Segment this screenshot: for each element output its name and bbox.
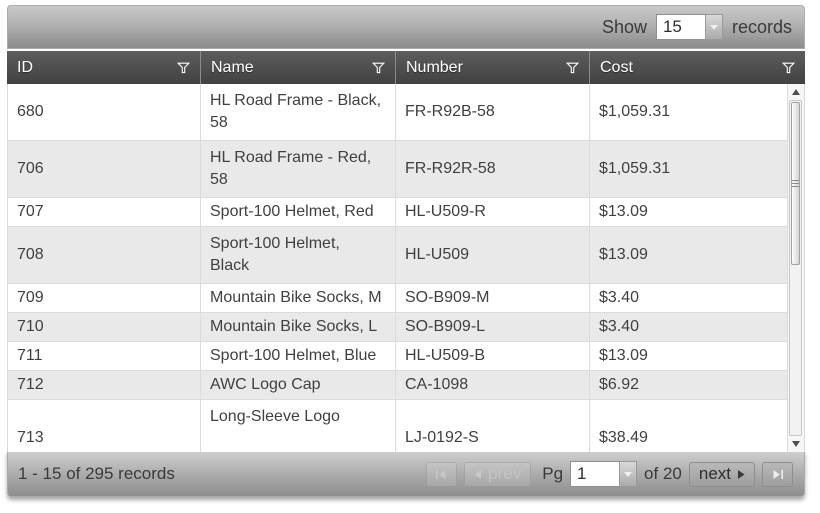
column-header-id[interactable]: ID: [7, 51, 200, 84]
cell-name: HL Road Frame - Black, 58: [200, 84, 395, 140]
cell-name: AWC Logo Cap: [200, 371, 395, 399]
cell-number: SO-B909-L: [395, 313, 589, 341]
cell-id: 707: [17, 203, 44, 220]
table-row[interactable]: 711 Sport-100 Helmet, Blue HL-U509-B $13…: [8, 342, 787, 371]
cell-cost: $13.09: [589, 198, 787, 226]
next-button-label: next: [698, 464, 731, 483]
cell-number: HL-U509-B: [395, 342, 589, 370]
table-row[interactable]: 706 HL Road Frame - Red, 58 FR-R92R-58 $…: [8, 141, 787, 198]
chevron-down-icon: [709, 24, 718, 30]
grid-toolbar: Show records: [7, 5, 805, 49]
prev-page-button[interactable]: prev: [464, 461, 532, 487]
table-row[interactable]: 712 AWC Logo Cap CA-1098 $6.92: [8, 371, 787, 400]
page-label: Pg: [542, 464, 564, 483]
cell-id: 708: [17, 246, 44, 263]
chevron-down-icon: [624, 471, 633, 477]
cell-id: 712: [17, 376, 44, 393]
records-label: records: [731, 16, 792, 37]
cell-name: Sport-100 Helmet, Blue: [200, 342, 395, 370]
cell-number: FR-R92R-58: [395, 141, 589, 197]
next-page-button[interactable]: next: [688, 461, 755, 487]
cell-id: 713: [17, 428, 44, 446]
table-row[interactable]: 708 Sport-100 Helmet, Black HL-U509 $13.…: [8, 227, 787, 284]
data-grid: Show records ID Name Number: [7, 5, 805, 497]
pagination-controls: prev Pg of 20 next: [426, 461, 793, 487]
cell-name: Mountain Bike Socks, L: [200, 313, 395, 341]
cell-name: Long-Sleeve Logo: [200, 400, 395, 452]
show-label: Show: [601, 16, 647, 37]
cell-number: LJ-0192-S: [395, 400, 589, 452]
column-header-label: ID: [17, 58, 33, 76]
cell-cost: $38.49: [589, 400, 787, 452]
page-number-input[interactable]: [570, 461, 620, 487]
cell-id: 711: [17, 347, 43, 364]
table-rows: 680 HL Road Frame - Black, 58 FR-R92B-58…: [8, 84, 788, 452]
filter-icon[interactable]: [372, 62, 385, 74]
prev-page-icon: [474, 469, 482, 479]
next-page-icon: [738, 469, 745, 479]
filter-icon[interactable]: [566, 62, 579, 74]
column-header-cost[interactable]: Cost: [589, 51, 805, 84]
page-number-combobox: [570, 461, 638, 487]
cell-cost: $13.09: [589, 227, 787, 283]
cell-cost: $1,059.31: [589, 84, 787, 140]
page-size-dropdown-button[interactable]: [704, 14, 723, 40]
cell-name: Sport-100 Helmet, Red: [200, 198, 395, 226]
vertical-scrollbar[interactable]: [788, 84, 804, 452]
total-pages-label: of 20: [644, 464, 682, 483]
first-page-button[interactable]: [426, 461, 458, 487]
table-row[interactable]: 713 Long-Sleeve Logo LJ-0192-S $38.49: [8, 400, 787, 452]
records-summary: 1 - 15 of 295 records: [18, 464, 175, 483]
scrollbar-grip-icon: [792, 180, 799, 187]
cell-number: HL-U509-R: [395, 198, 589, 226]
cell-name: Sport-100 Helmet, Black: [200, 227, 395, 283]
scroll-up-arrow-icon[interactable]: [792, 89, 800, 95]
scrollbar-thumb[interactable]: [791, 102, 800, 265]
scroll-down-arrow-icon[interactable]: [792, 441, 800, 447]
first-page-icon: [436, 469, 446, 479]
table-row[interactable]: 707 Sport-100 Helmet, Red HL-U509-R $13.…: [8, 198, 787, 227]
cell-number: FR-R92B-58: [395, 84, 589, 140]
page-number-dropdown-button[interactable]: [619, 461, 638, 487]
last-page-button[interactable]: [762, 461, 793, 487]
cell-cost: $13.09: [589, 342, 787, 370]
table-row[interactable]: 709 Mountain Bike Socks, M SO-B909-M $3.…: [8, 284, 787, 313]
cell-id: 709: [17, 289, 44, 306]
cell-cost: $6.92: [589, 371, 787, 399]
page-size-combobox: [655, 14, 723, 40]
table-header: ID Name Number Cost: [7, 51, 805, 84]
grid-footer: 1 - 15 of 295 records prev Pg of 20 next: [7, 451, 805, 497]
table-body: 680 HL Road Frame - Black, 58 FR-R92B-58…: [7, 84, 805, 452]
filter-icon[interactable]: [177, 62, 190, 74]
column-header-number[interactable]: Number: [395, 51, 589, 84]
last-page-icon: [773, 469, 783, 479]
column-header-label: Number: [406, 58, 463, 76]
column-header-label: Name: [211, 58, 254, 76]
cell-id: 680: [17, 103, 44, 120]
page-size-input[interactable]: [655, 14, 705, 40]
column-header-name[interactable]: Name: [200, 51, 395, 84]
cell-cost: $1,059.31: [589, 141, 787, 197]
cell-cost: $3.40: [589, 313, 787, 341]
column-header-label: Cost: [600, 58, 633, 76]
cell-cost: $3.40: [589, 284, 787, 312]
cell-id: 706: [17, 160, 44, 177]
cell-number: CA-1098: [395, 371, 589, 399]
prev-button-label: prev: [488, 464, 522, 483]
cell-id: 710: [17, 318, 44, 335]
table-row[interactable]: 680 HL Road Frame - Black, 58 FR-R92B-58…: [8, 84, 787, 141]
scrollbar-track[interactable]: [789, 100, 802, 436]
cell-number: SO-B909-M: [395, 284, 589, 312]
filter-icon[interactable]: [782, 62, 795, 74]
cell-name: HL Road Frame - Red, 58: [200, 141, 395, 197]
cell-number: HL-U509: [395, 227, 589, 283]
cell-name: Mountain Bike Socks, M: [200, 284, 395, 312]
table-row[interactable]: 710 Mountain Bike Socks, L SO-B909-L $3.…: [8, 313, 787, 342]
